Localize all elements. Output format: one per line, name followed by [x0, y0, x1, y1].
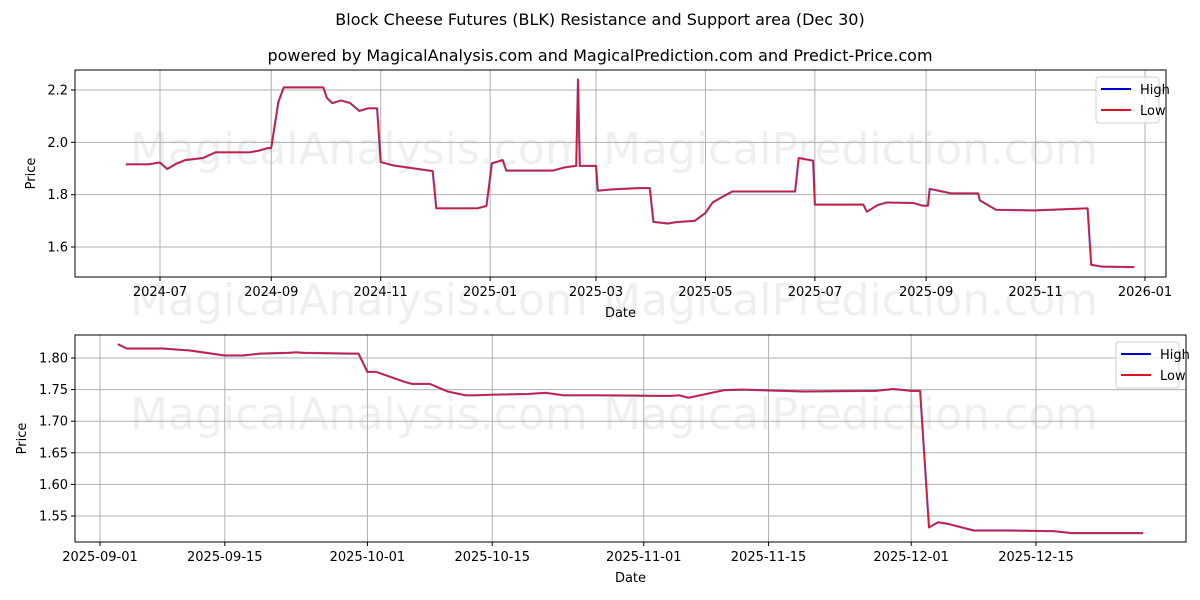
watermark-text: MagicalAnalysis.com	[130, 124, 588, 175]
legend: High Low	[1095, 76, 1170, 124]
x-tick-label: 2024-11	[354, 285, 408, 300]
full-range-chart: MagicalAnalysis.com MagicalPrediction.com…	[24, 69, 1172, 326]
legend-label-low: Low	[1160, 369, 1186, 384]
x-tick-label: 2025-05	[678, 285, 732, 300]
y-tick-label: 1.8	[47, 188, 68, 203]
series-line-low	[117, 343, 1143, 534]
legend-label-high: High	[1160, 348, 1190, 363]
y-tick-label: 2.2	[47, 84, 68, 99]
legend: High Low	[1115, 341, 1190, 389]
y-axis-label: Price	[24, 158, 39, 190]
watermark-text: MagicalPrediction.com	[603, 124, 1098, 175]
legend-label-low: Low	[1140, 104, 1166, 119]
zoomed-chart: MagicalAnalysis.com MagicalPrediction.com…	[15, 334, 1190, 586]
x-tick-label: 2025-11-01	[606, 550, 682, 565]
y-tick-label: 1.65	[39, 446, 68, 461]
x-tick-label: 2025-11-15	[731, 550, 807, 565]
chart-title: Block Cheese Futures (BLK) Resistance an…	[335, 10, 865, 29]
axes-frame	[74, 69, 1167, 278]
x-axis-label: Date	[605, 306, 636, 321]
y-tick-label: 1.80	[39, 352, 68, 367]
axes-frame	[74, 334, 1187, 543]
x-axis-label: Date	[615, 571, 646, 586]
x-tick-label: 2025-11	[1008, 285, 1062, 300]
y-tick-label: 1.55	[39, 510, 68, 525]
x-tick-label: 2025-09-01	[62, 550, 138, 565]
x-tick-label: 2025-07	[788, 285, 842, 300]
x-tick-label: 2025-10-15	[454, 550, 530, 565]
y-tick-label: 1.70	[39, 415, 68, 430]
x-tick-label: 2025-09-15	[187, 550, 263, 565]
x-tick-label: 2026-01	[1118, 285, 1172, 300]
x-tick-label: 2025-12-01	[873, 550, 949, 565]
x-tick-label: 2025-10-01	[330, 550, 406, 565]
series-line-low	[125, 78, 1135, 268]
chart-subtitle: powered by MagicalAnalysis.com and Magic…	[267, 46, 933, 65]
watermark-text: MagicalPrediction.com	[603, 389, 1098, 440]
y-axis-label: Price	[15, 423, 30, 455]
x-tick-label: 2024-09	[244, 285, 298, 300]
watermark-text: MagicalAnalysis.com	[130, 389, 588, 440]
legend-label-high: High	[1140, 83, 1170, 98]
x-tick-label: 2025-09	[899, 285, 953, 300]
y-tick-label: 1.60	[39, 478, 68, 493]
x-tick-label: 2025-12-15	[998, 550, 1074, 565]
y-tick-label: 2.0	[47, 136, 68, 151]
y-tick-label: 1.6	[47, 241, 68, 256]
y-tick-label: 1.75	[39, 383, 68, 398]
x-tick-label: 2024-07	[133, 285, 187, 300]
watermark-text: MagicalAnalysis.com	[130, 275, 588, 326]
x-tick-label: 2025-01	[463, 285, 517, 300]
watermark-text: MagicalPrediction.com	[603, 275, 1098, 326]
x-tick-label: 2025-03	[569, 285, 623, 300]
